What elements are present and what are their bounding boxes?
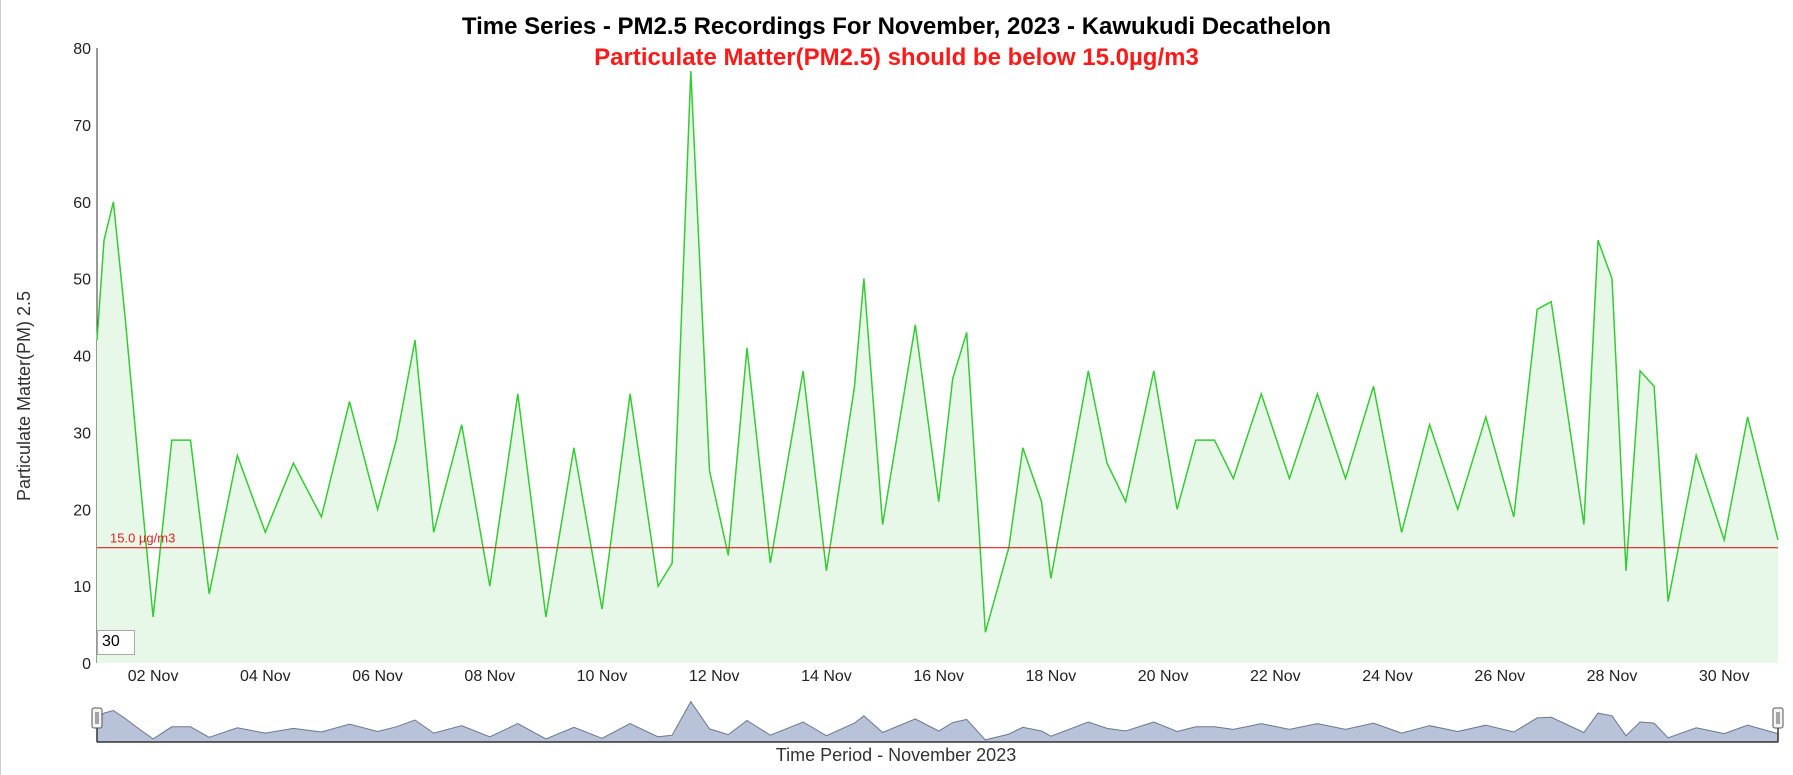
y-tick-label: 0 [82, 656, 91, 673]
left-border [0, 0, 1, 775]
x-ticks: 02 Nov 04 Nov 06 Nov 08 Nov 10 Nov 12 Nov 14 N… [128, 668, 1750, 685]
x-axis-title: Time Period - November 2023 [776, 745, 1016, 765]
range-navigator[interactable] [91, 700, 1784, 743]
y-axis-title-group: Particulate Matter(PM) 2.5 [14, 291, 34, 501]
x-tick-label: 06 Nov [352, 668, 403, 685]
y-ticks: 0 10 20 30 40 50 60 70 80 [73, 41, 91, 673]
navigator-area [96, 700, 1779, 743]
x-tick-label: 14 Nov [801, 668, 852, 685]
y-tick-label: 80 [73, 41, 91, 58]
series-line [96, 71, 1779, 633]
x-tick-label: 02 Nov [128, 668, 179, 685]
y-axis-title: Particulate Matter(PM) 2.5 [14, 291, 34, 501]
y-tick-label: 20 [73, 502, 91, 519]
x-tick-label: 04 Nov [240, 668, 291, 685]
x-tick-label: 18 Nov [1026, 668, 1077, 685]
navigator-right-handle[interactable] [1772, 707, 1784, 729]
rolling-window-input[interactable]: 30 [97, 630, 135, 655]
threshold-label: 15.0 µg/m3 [110, 531, 175, 546]
x-tick-label: 10 Nov [577, 668, 628, 685]
y-tick-label: 70 [73, 118, 91, 135]
x-tick-label: 12 Nov [689, 668, 740, 685]
x-tick-label: 28 Nov [1587, 668, 1638, 685]
y-tick-label: 60 [73, 195, 91, 212]
y-tick-label: 30 [73, 425, 91, 442]
x-tick-label: 24 Nov [1362, 668, 1413, 685]
x-tick-label: 26 Nov [1474, 668, 1525, 685]
x-tick-label: 20 Nov [1138, 668, 1189, 685]
y-tick-label: 40 [73, 349, 91, 366]
x-tick-label: 16 Nov [913, 668, 964, 685]
navigator-left-handle[interactable] [91, 707, 103, 729]
chart-title: Time Series - PM2.5 Recordings For Novem… [461, 13, 1332, 40]
series-area-fill [97, 71, 1778, 664]
y-tick-label: 50 [73, 272, 91, 289]
x-tick-label: 22 Nov [1250, 668, 1301, 685]
chart-subtitle: Particulate Matter(PM2.5) should be belo… [594, 44, 1199, 71]
y-tick-label: 10 [73, 579, 91, 596]
x-tick-label: 08 Nov [464, 668, 515, 685]
x-tick-label: 30 Nov [1699, 668, 1750, 685]
